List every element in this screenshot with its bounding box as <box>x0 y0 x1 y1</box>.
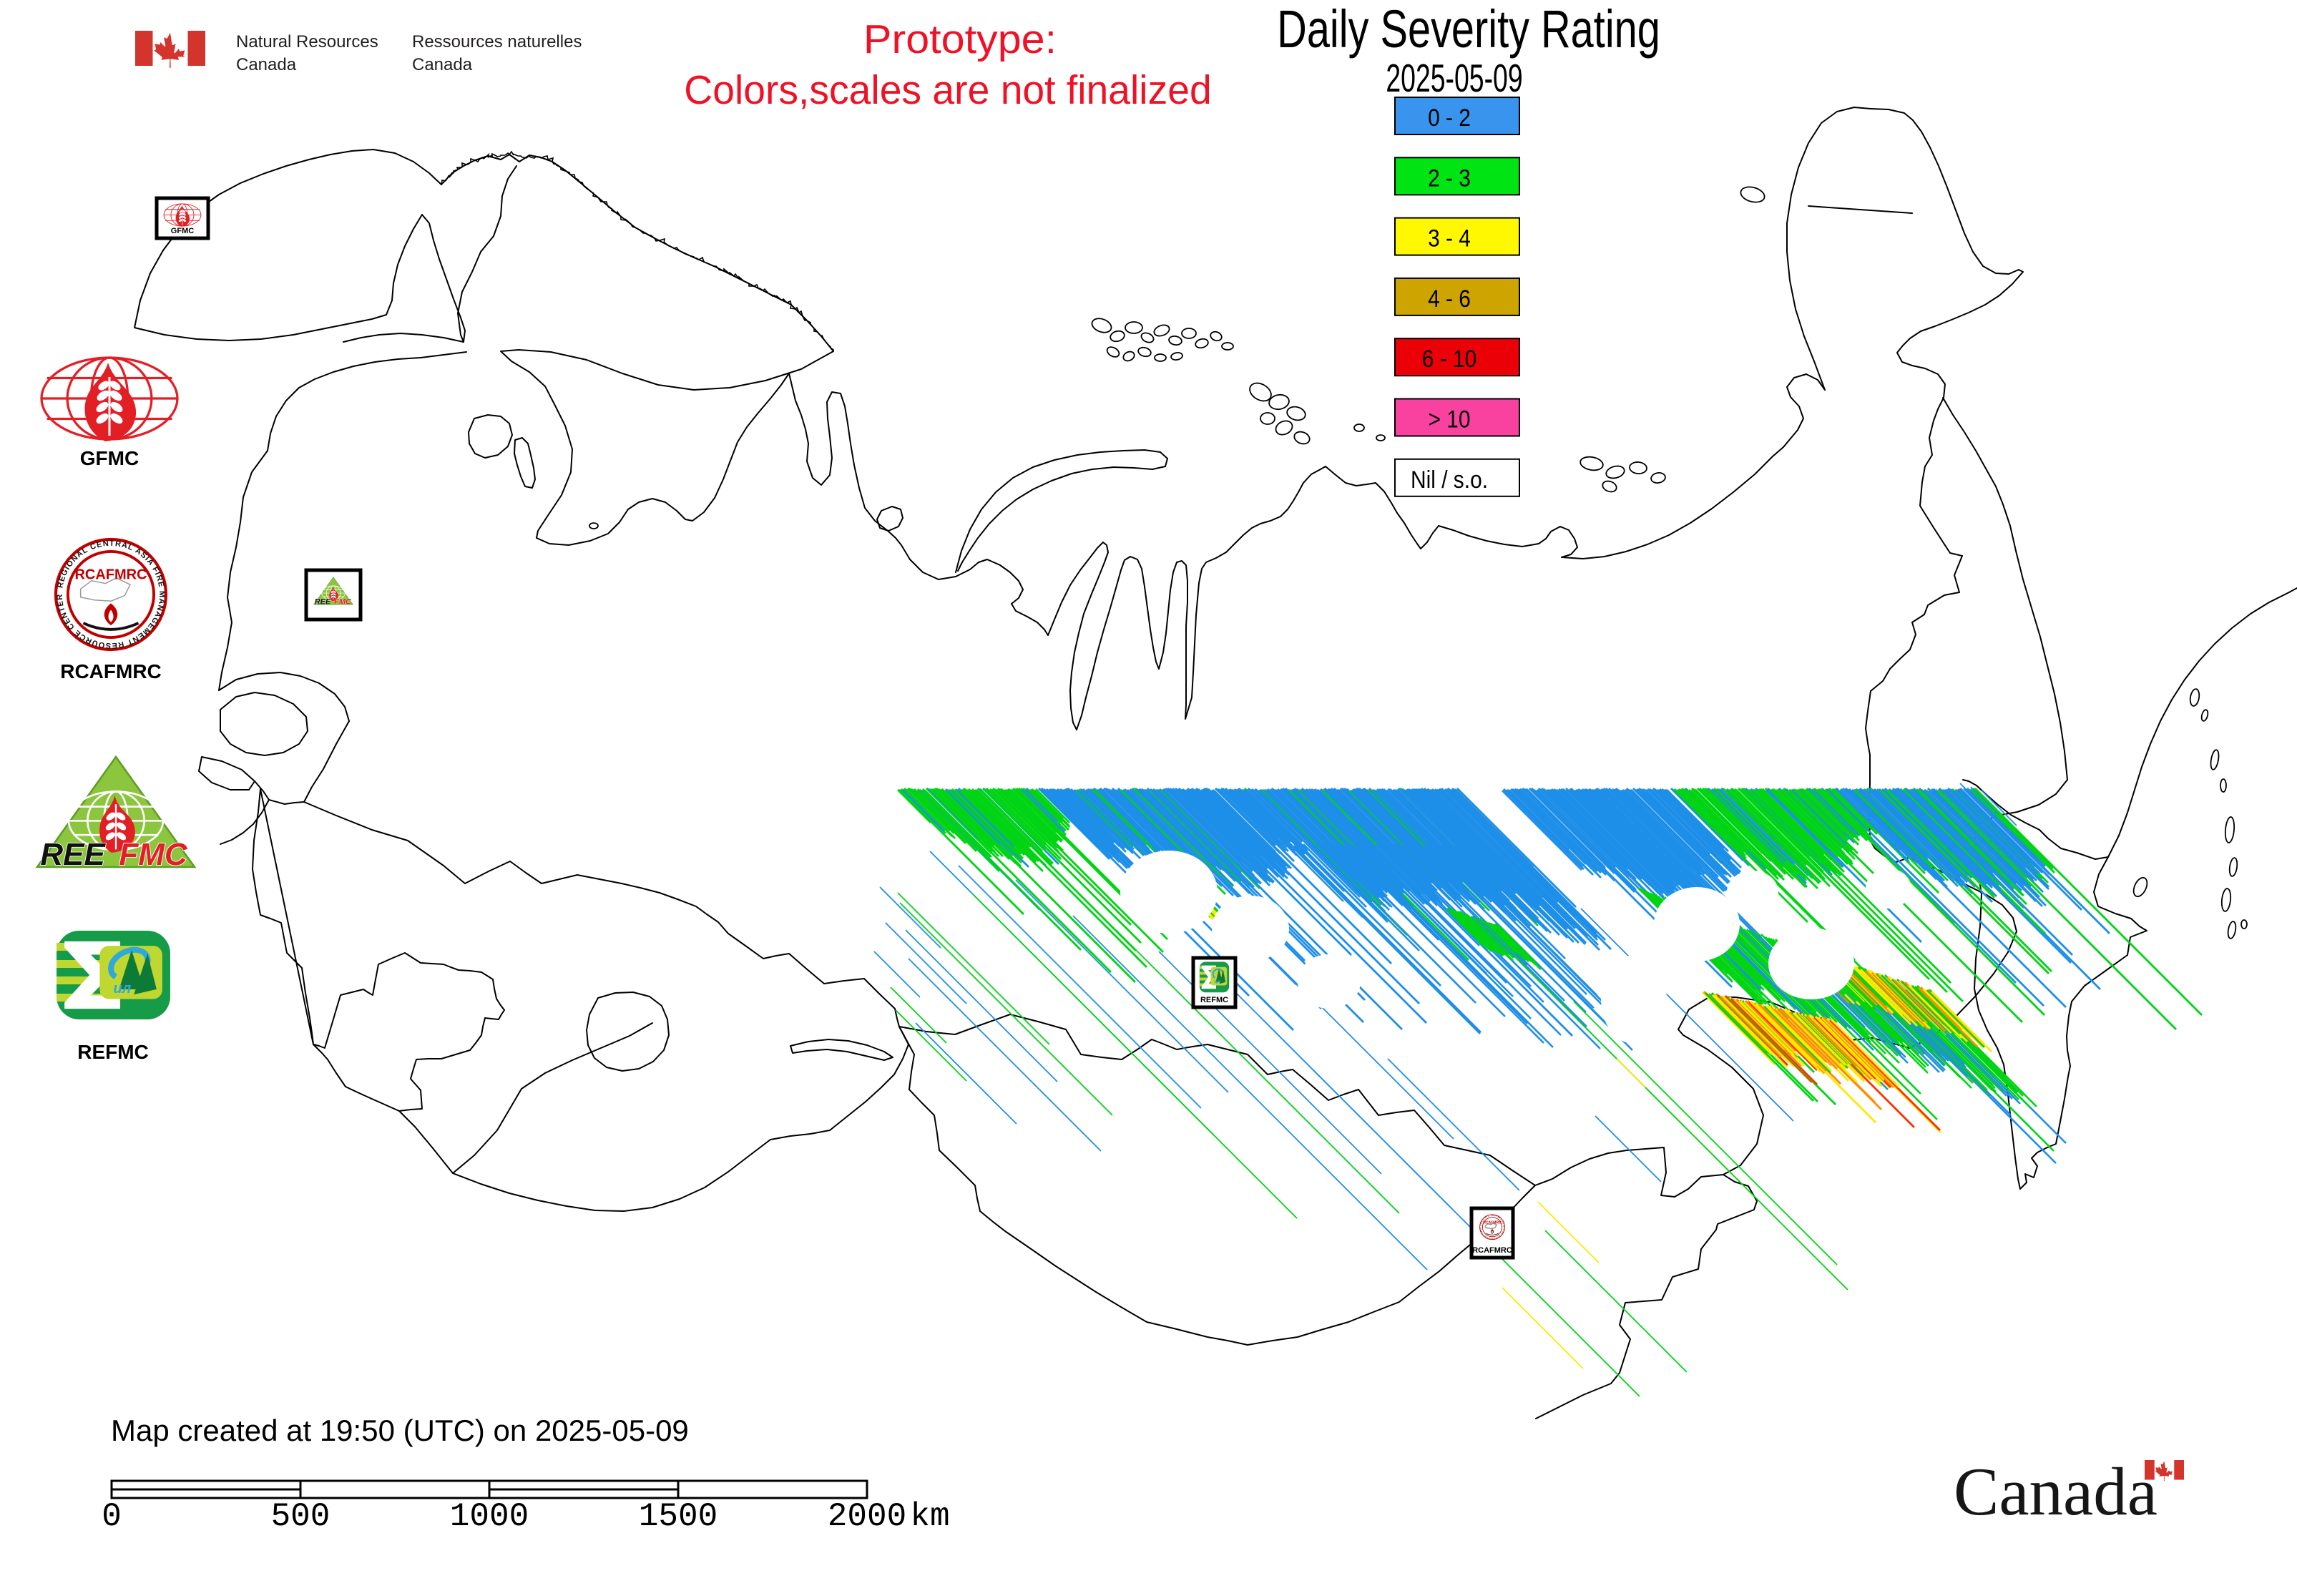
svg-text:0 - 2: 0 - 2 <box>1428 104 1471 131</box>
svg-text:RCAFMRC: RCAFMRC <box>74 567 147 582</box>
svg-text:0: 0 <box>102 1498 122 1535</box>
svg-text:Colors,scales are not finalize: Colors,scales are not finalized <box>684 67 1211 112</box>
svg-text:Prototype:: Prototype: <box>863 16 1057 62</box>
svg-text:6 - 10: 6 - 10 <box>1422 345 1476 372</box>
svg-text:Ressources naturelles: Ressources naturelles <box>412 32 582 52</box>
svg-text:Nil / s.o.: Nil / s.o. <box>1411 466 1488 493</box>
svg-text:Canada: Canada <box>1954 1454 2158 1529</box>
svg-text:2 - 3: 2 - 3 <box>1428 165 1471 192</box>
svg-text:Canada: Canada <box>412 55 473 74</box>
svg-text:Canada: Canada <box>236 55 297 74</box>
svg-text:RCAFMRC: RCAFMRC <box>60 660 162 682</box>
svg-text:GFMC: GFMC <box>80 447 139 469</box>
svg-text:FMC: FMC <box>119 837 188 872</box>
svg-text:ил: ил <box>114 981 132 997</box>
svg-text:1500: 1500 <box>639 1498 717 1535</box>
svg-text:Map created at 19:50 (UTC) on: Map created at 19:50 (UTC) on 2025-05-09 <box>111 1414 689 1447</box>
svg-text:1000: 1000 <box>450 1498 529 1535</box>
svg-text:2025-05-09: 2025-05-09 <box>1386 56 1522 100</box>
svg-text:RCAFMRC: RCAFMRC <box>1483 1220 1502 1225</box>
svg-text:> 10: > 10 <box>1428 406 1470 433</box>
svg-text:500: 500 <box>271 1498 330 1535</box>
svg-text:FMC: FMC <box>334 597 352 606</box>
svg-text:REFMC: REFMC <box>77 1041 149 1063</box>
svg-text:4 - 6: 4 - 6 <box>1428 285 1471 312</box>
svg-text:RCAFMRC: RCAFMRC <box>1472 1246 1512 1255</box>
svg-text:3 - 4: 3 - 4 <box>1428 225 1471 252</box>
svg-text:GFMC: GFMC <box>171 227 194 235</box>
svg-text:REE: REE <box>315 597 331 606</box>
svg-text:km: km <box>910 1498 949 1535</box>
svg-text:REFMC: REFMC <box>1200 996 1228 1004</box>
svg-text:ил: ил <box>1215 979 1221 984</box>
svg-text:Natural Resources: Natural Resources <box>236 32 378 52</box>
svg-text:2000: 2000 <box>828 1498 906 1535</box>
svg-text:Daily Severity Rating: Daily Severity Rating <box>1277 0 1660 59</box>
svg-text:REE: REE <box>40 837 106 872</box>
